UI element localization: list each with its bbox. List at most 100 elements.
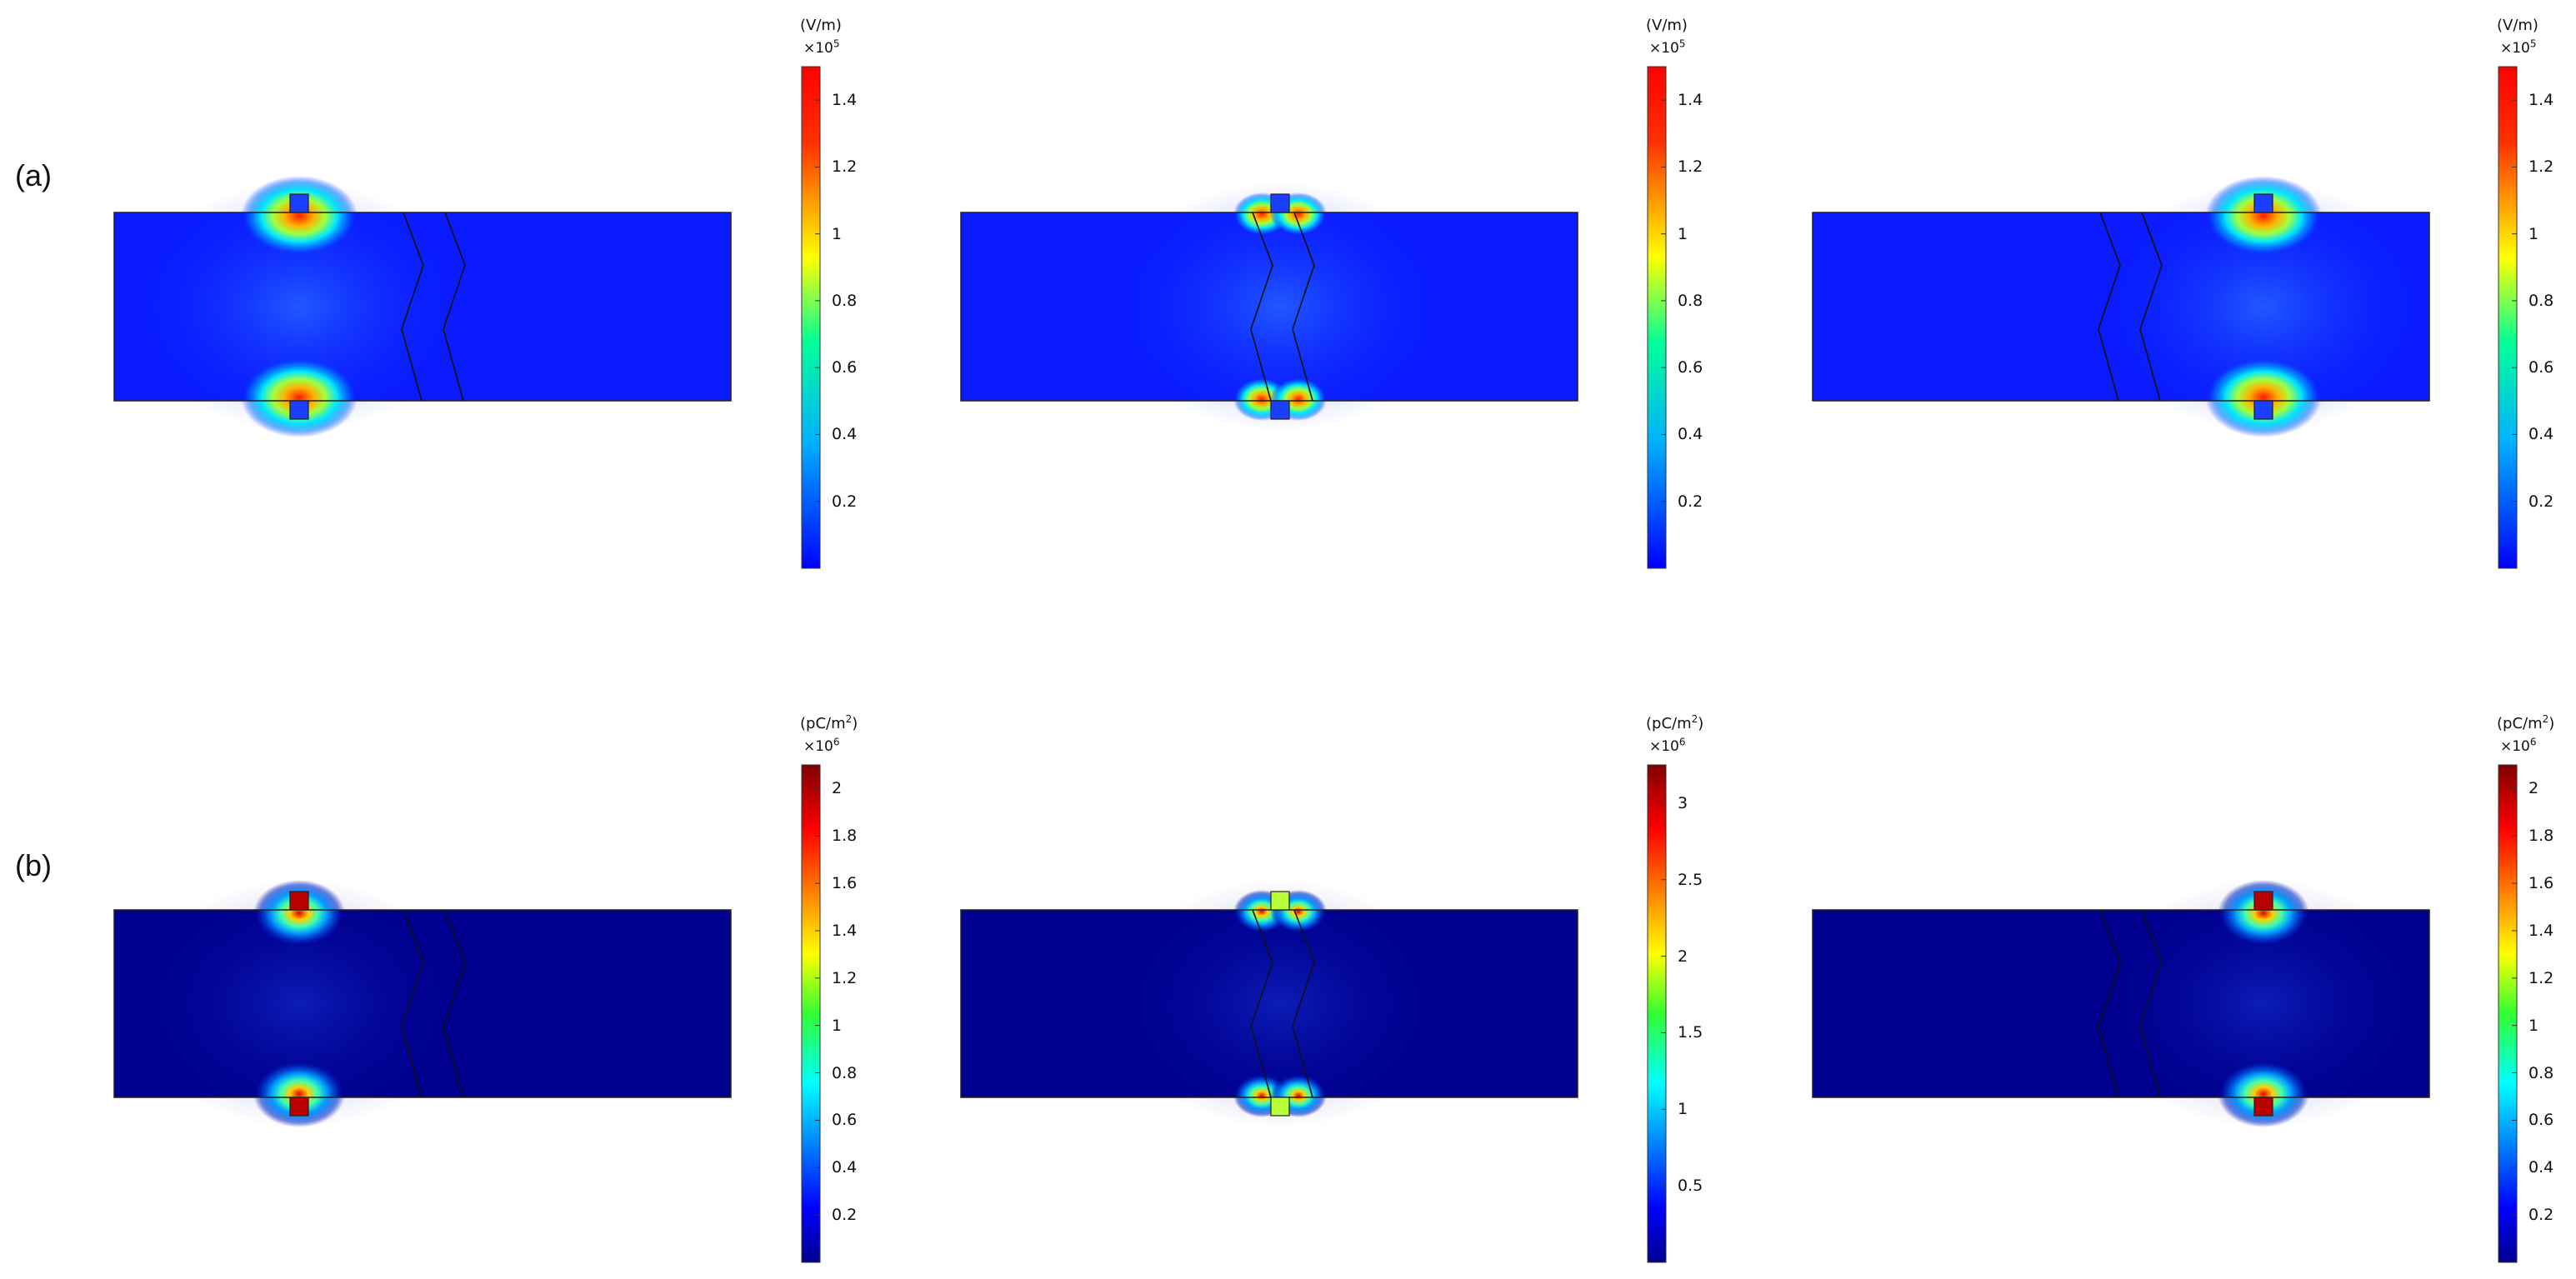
interface-line-1 xyxy=(401,212,424,402)
field-glow xyxy=(1113,878,1447,1129)
colorbar-tick-label: 0.8 xyxy=(832,1063,858,1082)
colorbar-tick-label: 0.8 xyxy=(1678,291,1703,310)
colorbar-tick-label: 0.4 xyxy=(2528,425,2554,444)
colorbar-tick-label: 0.6 xyxy=(2528,358,2554,377)
hotspot-bottom xyxy=(253,1061,345,1127)
colorbar-unit-label: (pC/m2) xyxy=(2497,713,2555,732)
field-glow xyxy=(133,182,466,432)
colorbar-tick-label: 1.8 xyxy=(832,827,858,846)
colorbar-tick-label: 2 xyxy=(2528,779,2539,798)
row-a-label: (a) xyxy=(15,158,52,192)
colorbar-tick-label: 1 xyxy=(1678,224,1688,243)
panel-b-2 xyxy=(960,878,1578,1129)
electrode-bottom xyxy=(289,400,309,420)
colorbar-tick-label: 0.2 xyxy=(2528,1206,2554,1225)
colorbar-tick-label: 1.2 xyxy=(832,968,858,987)
colorbar-tick-label: 2.5 xyxy=(1678,870,1703,889)
colorbar-tick-label: 0.4 xyxy=(832,425,858,444)
colorbar-tick-label: 1 xyxy=(2528,224,2539,243)
domain-border xyxy=(113,212,732,402)
hotspot-top xyxy=(241,176,358,256)
hotspot-top xyxy=(253,880,345,947)
colorbar-tick-label: 2 xyxy=(832,779,843,798)
colorbar-tick-label: 0.6 xyxy=(832,358,858,377)
interface-line-2 xyxy=(1292,212,1315,402)
interface-line-2 xyxy=(2139,212,2163,402)
colorbar-tick-label: 1 xyxy=(1678,1100,1688,1119)
colorbar-tick-label: 2 xyxy=(1678,947,1688,966)
panel-b-3 xyxy=(1812,878,2430,1129)
domain-border xyxy=(1812,212,2430,402)
hotspot-top xyxy=(2205,176,2322,256)
colorbar-unit-label: (pC/m2) xyxy=(1646,713,1704,732)
hotspot-bottom xyxy=(2218,1061,2309,1127)
colorbar-tick-label: 0.2 xyxy=(832,1206,858,1225)
colorbar-1 xyxy=(801,66,821,569)
interface-line-1 xyxy=(1250,909,1273,1098)
colorbar-multiplier: ×105 xyxy=(803,37,840,57)
domain-border xyxy=(1812,909,2430,1098)
electrode-top xyxy=(289,891,309,911)
colorbar-tick-label: 1.5 xyxy=(1678,1023,1703,1042)
colorbar-tick-label: 0.4 xyxy=(2528,1158,2554,1177)
colorbar-multiplier: ×106 xyxy=(803,736,840,755)
colorbar-tick-label: 1 xyxy=(2528,1016,2539,1035)
colorbar-unit-label: (pC/m2) xyxy=(800,713,858,732)
colorbar-unit-label: (V/m) xyxy=(1646,17,1688,34)
colorbar-3 xyxy=(2498,764,2518,1263)
electrode-top xyxy=(1270,891,1290,911)
hotspot-bottom xyxy=(2205,357,2322,437)
colorbar-tick-label: 1.4 xyxy=(1678,91,1703,110)
panel-b-1 xyxy=(113,878,732,1129)
colorbar-unit-label: (V/m) xyxy=(2497,17,2538,34)
colorbar-2 xyxy=(1647,764,1667,1263)
interface-line-2 xyxy=(1292,909,1315,1098)
row-b-label: (b) xyxy=(15,848,52,882)
electrode-bottom xyxy=(289,1097,309,1117)
interface-line-2 xyxy=(443,212,466,402)
field-glow xyxy=(133,878,466,1129)
row-a-plots xyxy=(113,66,2518,569)
electrode-top xyxy=(2253,193,2273,213)
panel-a-2 xyxy=(960,182,1578,432)
colorbar-multiplier: ×106 xyxy=(1649,736,1686,755)
colorbar-tick-label: 3 xyxy=(1678,793,1688,812)
colorbar-tick-label: 0.2 xyxy=(1678,492,1703,511)
colorbar-tick-label: 1.4 xyxy=(832,922,858,940)
colorbar-2 xyxy=(1647,66,1667,569)
domain-border xyxy=(960,212,1578,402)
electrode-top xyxy=(2253,891,2273,911)
electrode-bottom xyxy=(2253,400,2273,420)
hotspot-top xyxy=(2218,880,2309,947)
colorbar-tick-label: 1.4 xyxy=(2528,91,2554,110)
colorbar-tick-label: 0.5 xyxy=(1678,1177,1703,1196)
field-glow xyxy=(2097,182,2430,432)
interface-line-2 xyxy=(2139,909,2163,1098)
colorbar-tick-label: 1.4 xyxy=(832,91,858,110)
colorbar-tick-label: 0.2 xyxy=(2528,492,2554,511)
colorbar-tick-label: 0.6 xyxy=(1678,358,1703,377)
electrode-bottom xyxy=(1270,1097,1290,1117)
colorbar-tick-label: 1.4 xyxy=(2528,922,2554,940)
colorbar-unit-label: (V/m) xyxy=(800,17,842,34)
colorbar-tick-label: 0.4 xyxy=(1678,425,1703,444)
colorbar-tick-label: 0.8 xyxy=(832,291,858,310)
row-b-plots xyxy=(113,764,2518,1263)
colorbar-tick-label: 0.8 xyxy=(2528,291,2554,310)
field-glow xyxy=(1113,182,1447,432)
panel-a-1 xyxy=(113,176,732,437)
colorbar-tick-label: 1.2 xyxy=(1678,157,1703,177)
colorbar-multiplier: ×105 xyxy=(1649,37,1686,57)
colorbar-tick-label: 0.4 xyxy=(832,1158,858,1177)
domain-border xyxy=(960,909,1578,1098)
interface-line-1 xyxy=(1250,212,1273,402)
colorbar-multiplier: ×105 xyxy=(2500,37,2537,57)
electrode-bottom xyxy=(2253,1097,2273,1117)
colorbar-tick-label: 1.6 xyxy=(2528,874,2554,893)
interface-line-1 xyxy=(401,909,424,1098)
electrode-top xyxy=(1270,193,1290,213)
domain-border xyxy=(113,909,732,1098)
colorbar-tick-label: 1.2 xyxy=(2528,968,2554,987)
colorbar-tick-label: 0.2 xyxy=(832,492,858,511)
